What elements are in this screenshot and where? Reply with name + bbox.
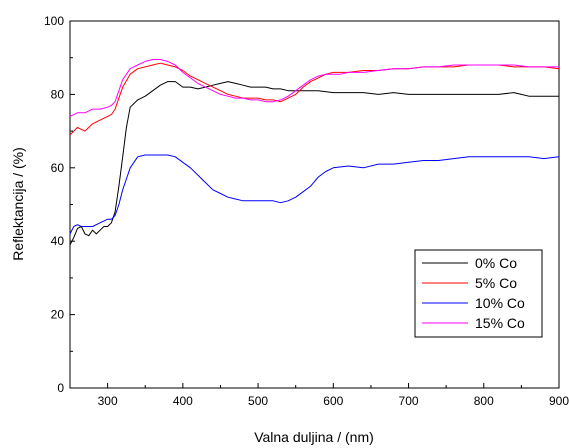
ticks-layer [69,20,560,389]
series-line-0 [69,81,559,246]
x-axis-title: Valna duljina / (nm) [254,429,374,445]
x-tick-label: 300 [98,394,118,408]
y-axis-title: Reflektancija / (%) [10,147,26,261]
y-tick-label: 80 [51,87,65,101]
x-tick-label: 900 [549,394,569,408]
y-tick-label: 100 [44,14,64,28]
y-tick-label: 40 [51,234,65,248]
x-tick-label: 800 [474,394,494,408]
x-tick-label: 400 [173,394,193,408]
x-tick-label: 700 [399,394,419,408]
x-tick-label: 600 [323,394,343,408]
legend-label: 0% Co [475,255,517,271]
x-tick-label: 500 [248,394,268,408]
legend-label: 10% Co [475,295,525,311]
legend-label: 5% Co [475,275,517,291]
y-tick-label: 20 [51,308,65,322]
legend-label: 15% Co [475,315,525,331]
series-layer [69,59,560,246]
tick-labels: 300 400 500 600 700 800 900 0 20 40 60 80 100 [44,14,569,408]
series-line-2 [69,154,560,235]
legend: 0% Co 5% Co 10% Co 15% Co [414,249,543,338]
y-tick-label: 60 [51,161,65,175]
series-line-3 [69,59,559,117]
y-tick-label: 0 [57,381,64,395]
